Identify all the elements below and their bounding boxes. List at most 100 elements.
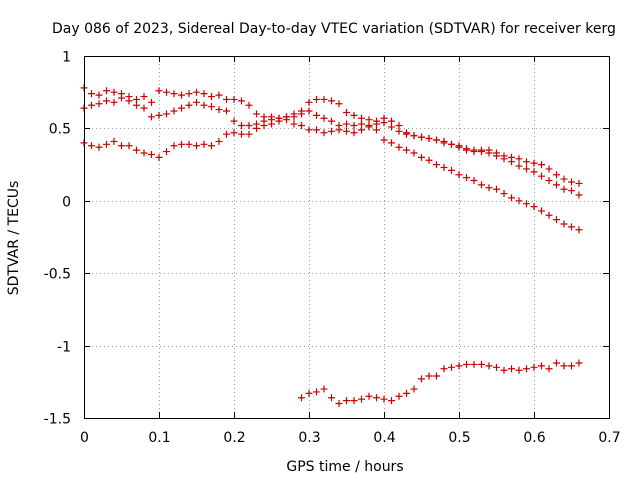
- data-point-marker: [358, 120, 365, 128]
- data-point-marker: [283, 116, 290, 124]
- x-axis-label: GPS time / hours: [286, 459, 403, 475]
- data-point-marker: [388, 139, 395, 147]
- x-tick-label: 0.5: [448, 430, 470, 446]
- data-point-marker: [500, 152, 508, 160]
- data-point-marker: [440, 163, 448, 171]
- data-point-marker: [155, 153, 163, 161]
- data-point-marker: [538, 161, 545, 169]
- data-point-marker: [493, 149, 500, 157]
- data-point-marker: [568, 178, 575, 186]
- data-point-marker: [118, 142, 125, 150]
- data-point-marker: [155, 111, 163, 119]
- plot-frame: [84, 56, 610, 419]
- data-point-marker: [545, 211, 553, 219]
- data-point-marker: [298, 110, 305, 118]
- data-point-marker: [125, 142, 133, 150]
- data-point-marker: [530, 363, 538, 371]
- data-point-marker: [170, 107, 178, 115]
- data-point-marker: [223, 107, 230, 115]
- data-point-marker: [373, 126, 380, 134]
- data-point-marker: [238, 130, 245, 138]
- data-point-marker: [523, 158, 530, 166]
- x-tick-label: 0.2: [223, 430, 245, 446]
- data-point-marker: [455, 362, 463, 370]
- data-point-marker: [560, 362, 568, 370]
- data-point-marker: [418, 375, 425, 383]
- data-point-marker: [208, 103, 215, 111]
- data-point-marker: [343, 108, 350, 116]
- data-point-marker: [335, 400, 343, 408]
- data-point-marker: [290, 113, 298, 121]
- data-point-marker: [560, 185, 568, 193]
- data-point-marker: [553, 216, 560, 224]
- data-point-marker: [140, 149, 148, 157]
- data-point-marker: [515, 197, 523, 205]
- data-point-marker: [463, 145, 470, 153]
- data-point-marker: [155, 87, 163, 95]
- data-point-marker: [470, 360, 478, 368]
- data-point-marker: [268, 120, 275, 128]
- data-point-marker: [110, 98, 118, 106]
- data-point-marker: [260, 122, 268, 130]
- data-point-marker: [470, 177, 478, 185]
- data-point-marker: [553, 171, 560, 179]
- data-point-marker: [530, 159, 538, 167]
- data-point-marker: [463, 174, 470, 182]
- data-point-marker: [515, 162, 523, 170]
- data-point-marker: [148, 150, 155, 158]
- data-point-marker: [200, 101, 208, 109]
- data-point-marker: [358, 395, 365, 403]
- data-point-marker: [335, 122, 343, 130]
- data-point-marker: [110, 88, 118, 96]
- data-point-marker: [433, 372, 440, 380]
- data-point-marker: [313, 126, 320, 134]
- data-point-marker: [110, 137, 118, 145]
- data-point-marker: [523, 365, 530, 373]
- x-tick-label: 0.6: [523, 430, 545, 446]
- data-point-marker: [493, 363, 500, 371]
- x-tick-label: 0.1: [148, 430, 170, 446]
- data-point-marker: [395, 392, 403, 400]
- data-point-marker: [200, 90, 208, 98]
- data-point-marker: [88, 90, 95, 98]
- data-point-marker: [88, 142, 95, 150]
- data-point-marker: [448, 363, 455, 371]
- data-point-marker: [425, 156, 433, 164]
- data-point-marker: [103, 97, 110, 105]
- data-point-marker: [575, 179, 583, 187]
- data-point-marker: [163, 148, 170, 156]
- y-tick-label: 1: [62, 50, 71, 66]
- data-point-marker: [245, 130, 253, 138]
- data-point-marker: [440, 365, 448, 373]
- data-point-marker: [343, 397, 350, 405]
- data-point-marker: [193, 98, 200, 106]
- data-point-marker: [470, 146, 478, 154]
- data-point-marker: [530, 203, 538, 211]
- chart-title: Day 086 of 2023, Sidereal Day-to-day VTE…: [52, 21, 616, 37]
- data-point-marker: [508, 194, 515, 202]
- data-point-marker: [373, 394, 380, 402]
- data-point-marker: [410, 385, 418, 393]
- data-point-marker: [538, 207, 545, 215]
- data-point-marker: [320, 385, 328, 393]
- data-point-marker: [320, 114, 328, 122]
- data-point-marker: [545, 365, 553, 373]
- y-axis-label: SDTVAR / TECUs: [6, 181, 22, 296]
- data-point-marker: [88, 101, 95, 109]
- data-point-marker: [313, 95, 320, 103]
- data-point-marker: [575, 191, 583, 199]
- data-point-marker: [433, 161, 440, 169]
- data-point-marker: [313, 388, 320, 396]
- data-point-marker: [365, 123, 373, 131]
- data-point-marker: [478, 148, 485, 156]
- data-point-marker: [425, 372, 433, 380]
- data-point-marker: [403, 129, 410, 137]
- data-point-marker: [140, 93, 148, 101]
- data-point-marker: [223, 95, 230, 103]
- data-point-marker: [388, 397, 395, 405]
- data-point-marker: [245, 101, 253, 109]
- data-point-marker: [350, 397, 358, 405]
- data-point-marker: [440, 137, 448, 145]
- data-point-marker: [508, 153, 515, 161]
- data-point-marker: [575, 226, 583, 234]
